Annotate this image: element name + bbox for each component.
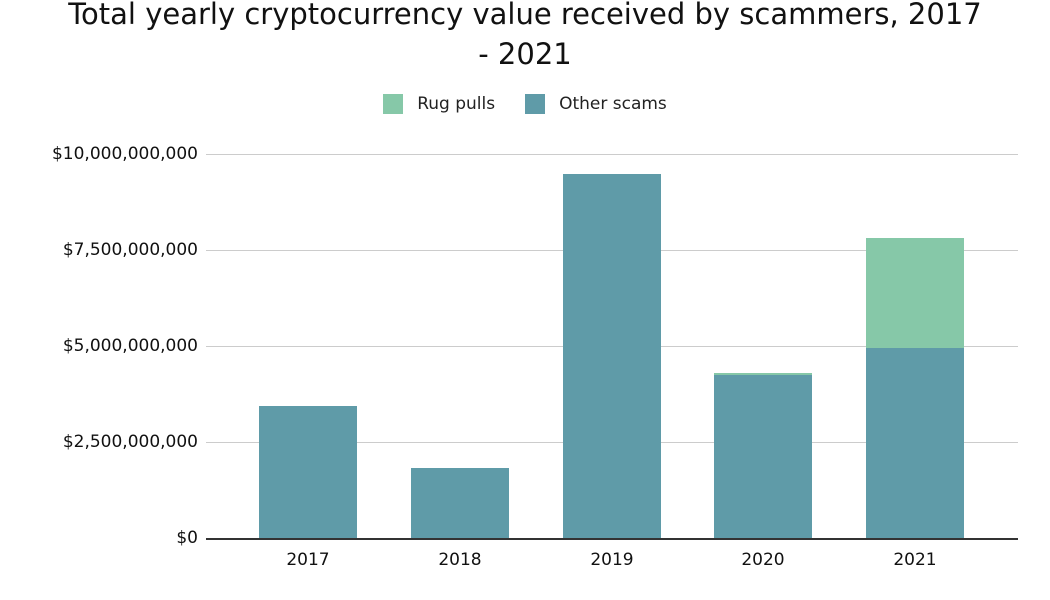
y-axis-tick-label: $10,000,000,000	[51, 144, 198, 164]
x-axis-tick-label: 2017	[286, 550, 330, 570]
y-axis-tick-label: $0	[176, 528, 198, 548]
x-axis-tick-label: 2019	[590, 550, 634, 570]
bar-segment-other-scams[interactable]	[259, 405, 357, 538]
bar-2017[interactable]	[259, 0, 357, 600]
legend: Rug pulls Other scams	[0, 94, 1050, 114]
bar-segment-other-scams[interactable]	[563, 173, 661, 538]
x-axis-line	[206, 538, 1018, 540]
chart-title: Total yearly cryptocurrency value receiv…	[0, 0, 1050, 74]
legend-label-other-scams: Other scams	[559, 94, 667, 114]
bar-2021[interactable]	[866, 0, 964, 600]
bar-2018[interactable]	[411, 0, 509, 600]
legend-label-rug-pulls: Rug pulls	[417, 94, 496, 114]
gridline	[206, 154, 1018, 155]
y-axis-tick-label: $5,000,000,000	[62, 336, 198, 356]
legend-item-rug-pulls[interactable]: Rug pulls	[383, 94, 495, 114]
bar-segment-other-scams[interactable]	[866, 347, 964, 538]
bar-segment-rug-pulls[interactable]	[866, 238, 964, 348]
x-axis-tick-label: 2021	[893, 550, 937, 570]
chart-title-line-2: - 2021	[478, 37, 572, 71]
x-axis-tick-label: 2018	[438, 550, 482, 570]
bar-2019[interactable]	[563, 0, 661, 600]
x-axis-tick-label: 2020	[741, 550, 785, 570]
bar-2020[interactable]	[714, 0, 812, 600]
other-scams-swatch-icon	[525, 94, 546, 114]
chart-title-line-1: Total yearly cryptocurrency value receiv…	[68, 0, 982, 31]
y-axis-tick-label: $7,500,000,000	[62, 240, 198, 260]
legend-item-other-scams[interactable]: Other scams	[525, 94, 667, 114]
bar-segment-rug-pulls[interactable]	[714, 373, 812, 376]
bar-segment-other-scams[interactable]	[411, 468, 509, 538]
rug-pulls-swatch-icon	[383, 94, 404, 114]
y-axis-tick-label: $2,500,000,000	[62, 432, 198, 452]
bar-segment-other-scams[interactable]	[714, 375, 812, 538]
